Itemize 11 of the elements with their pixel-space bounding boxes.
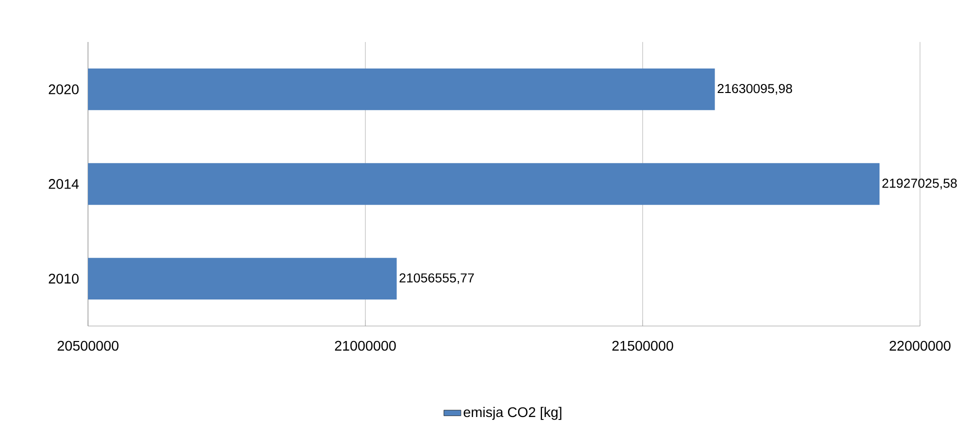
y-tick-label: 2010: [48, 274, 79, 284]
x-tick-label: 22000000: [890, 340, 950, 351]
x-tick-label: 21000000: [335, 340, 396, 351]
legend-label: emisja CO2 [kg]: [464, 406, 562, 420]
data-label: 21630095,98: [718, 84, 792, 95]
data-label: 21927025,58: [882, 178, 957, 190]
y-tick-label: 2020: [48, 84, 79, 94]
data-label: 21056555,77: [400, 273, 474, 284]
y-tick-label: 2014: [48, 179, 79, 189]
x-tick-label: 20500000: [58, 340, 118, 351]
x-tick-label: 21500000: [612, 340, 674, 351]
